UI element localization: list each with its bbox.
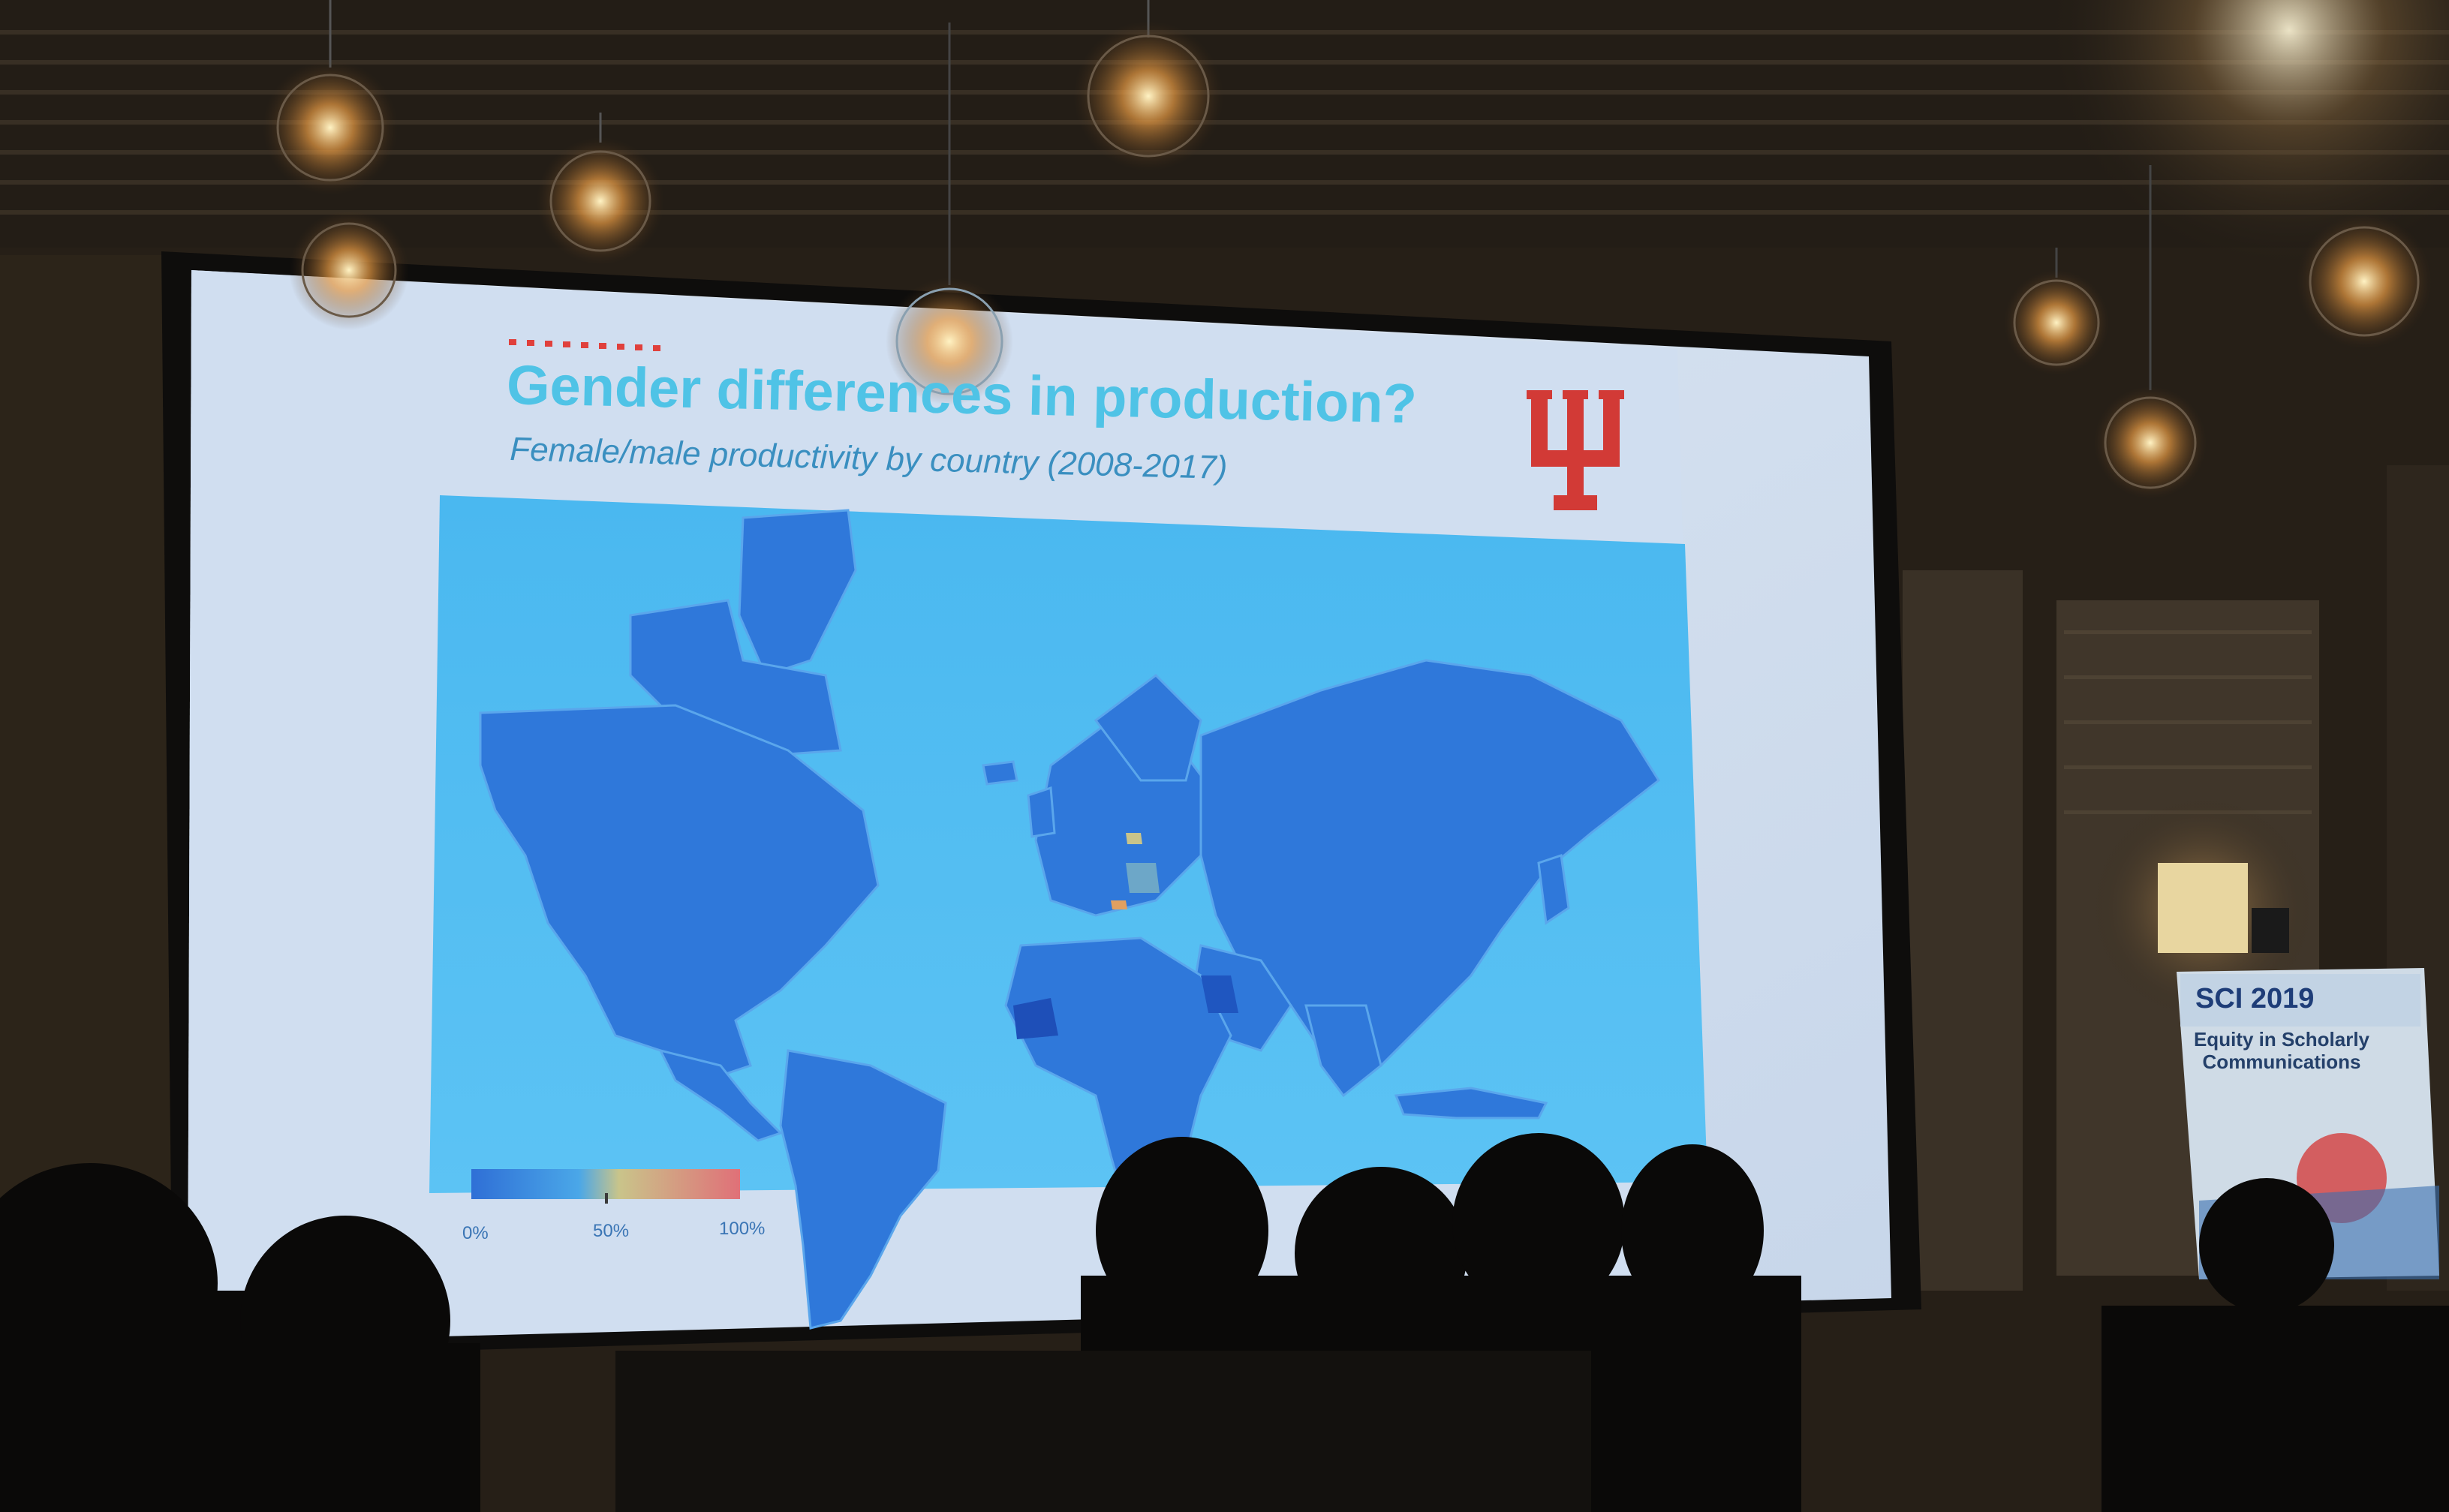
scandinavia	[1094, 674, 1202, 782]
legend-tick-0: 0%	[462, 1223, 489, 1243]
north-america	[479, 704, 880, 1082]
iceland	[982, 760, 1018, 786]
audience-silhouettes	[0, 1133, 2449, 1512]
uk	[1027, 786, 1056, 838]
legend-tick-100: 100%	[719, 1219, 766, 1239]
legend-marker	[605, 1193, 608, 1204]
japan	[1537, 854, 1570, 925]
central-america	[658, 1048, 783, 1142]
event-sign-subtitle: Equity in Scholarly Communications	[2193, 1028, 2370, 1073]
world-map-countries	[479, 509, 1660, 1330]
pendant-lamps	[263, 0, 2432, 499]
legend-tick-50: 50%	[593, 1221, 630, 1241]
wall-sconce	[2158, 863, 2248, 953]
greenland	[738, 509, 857, 677]
south-asia	[1304, 1004, 1382, 1098]
south-america	[779, 1049, 947, 1330]
event-sign-year: SCI 2019	[2195, 983, 2315, 1015]
wall-panel	[1903, 570, 2023, 1291]
ceiling-slats	[0, 30, 2449, 215]
indonesia	[1394, 1087, 1548, 1120]
title-accent-dots	[509, 339, 660, 351]
indiana-university-trident-logo	[1527, 390, 1624, 510]
highlighted-countries	[1013, 833, 1238, 1039]
